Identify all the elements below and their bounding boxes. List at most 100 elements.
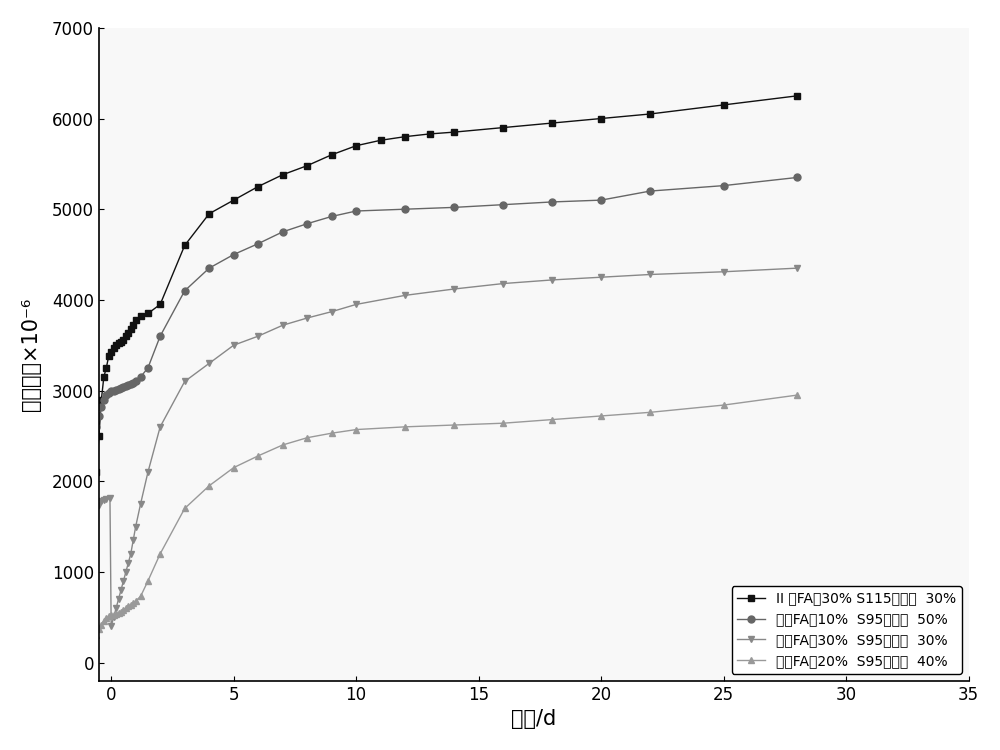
超细FA：30%  S95矿渣：  30% [135,500,147,508]
II 级FA：30% S115矿渣：  30% [125,325,137,334]
超细FA：20%  S95矿渣：  40% [546,415,558,424]
II 级FA：30% S115矿渣：  30% [117,335,129,344]
超细FA：10%  S95矿渣：  50% [277,227,289,236]
超细FA：20%  S95矿渣：  40% [142,577,154,586]
超细FA：10%  S95矿渣：  50% [350,206,362,215]
II 级FA：30% S115矿渣：  30% [113,339,125,348]
超细FA：10%  S95矿渣：  50% [117,382,129,392]
超细FA：10%  S95矿渣：  50% [108,386,120,395]
超细FA：10%  S95矿渣：  50% [105,387,117,396]
超细FA：20%  S95矿渣：  40% [98,616,110,626]
超细FA：20%  S95矿渣：  40% [350,425,362,434]
超细FA：10%  S95矿渣：  50% [120,382,132,391]
超细FA：30%  S95矿渣：  30% [98,496,110,505]
超细FA：10%  S95矿渣：  50% [135,373,147,382]
超细FA：30%  S95矿渣：  30% [326,308,338,316]
超细FA：30%  S95矿渣：  30% [90,506,102,515]
II 级FA：30% S115矿渣：  30% [277,170,289,179]
II 级FA：30% S115矿渣：  30% [93,431,105,440]
超细FA：30%  S95矿渣：  30% [448,284,460,293]
超细FA：20%  S95矿渣：  40% [301,433,313,442]
超细FA：30%  S95矿渣：  30% [718,267,730,276]
II 级FA：30% S115矿渣：  30% [350,141,362,150]
超细FA：30%  S95矿渣：  30% [122,558,134,567]
超细FA：30%  S95矿渣：  30% [497,279,509,288]
超细FA：20%  S95矿渣：  40% [718,400,730,410]
II 级FA：30% S115矿渣：  30% [791,92,803,100]
超细FA：20%  S95矿渣：  40% [203,482,215,490]
超细FA：20%  S95矿渣：  40% [115,608,127,616]
超细FA：20%  S95矿渣：  40% [154,549,166,558]
II 级FA：30% S115矿渣：  30% [142,309,154,318]
超细FA：10%  S95矿渣：  50% [228,250,240,259]
超细FA：30%  S95矿渣：  30% [108,613,120,622]
超细FA：10%  S95矿渣：  50% [95,403,107,412]
超细FA：20%  S95矿渣：  40% [277,440,289,449]
超细FA：10%  S95矿渣：  50% [497,200,509,209]
超细FA：20%  S95矿渣：  40% [120,604,132,613]
超细FA：30%  S95矿渣：  30% [88,513,100,522]
超细FA：10%  S95矿渣：  50% [154,332,166,340]
超细FA：10%  S95矿渣：  50% [142,364,154,373]
超细FA：20%  S95矿渣：  40% [497,419,509,428]
超细FA：10%  S95矿渣：  50% [113,384,125,393]
超细FA：20%  S95矿渣：  40% [448,421,460,430]
II 级FA：30% S115矿渣：  30% [88,490,100,500]
超细FA：30%  S95矿渣：  30% [203,358,215,368]
超细FA：20%  S95矿渣：  40% [135,592,147,601]
Legend: II 级FA：30% S115矿渣：  30%, 超细FA：10%  S95矿渣：  50%, 超细FA：30%  S95矿渣：  30%, 超细FA：20% : II 级FA：30% S115矿渣： 30%, 超细FA：10% S95矿渣： … [732,586,962,674]
II 级FA：30% S115矿渣：  30% [108,344,120,352]
超细FA：20%  S95矿渣：  40% [110,609,122,618]
超细FA：10%  S95矿渣：  50% [127,379,139,388]
超细FA：10%  S95矿渣：  50% [115,383,127,392]
超细FA：30%  S95矿渣：  30% [127,536,139,544]
超细FA：30%  S95矿渣：  30% [644,270,656,279]
超细FA：20%  S95矿渣：  40% [179,504,191,513]
超细FA：10%  S95矿渣：  50% [252,239,264,248]
超细FA：30%  S95矿渣：  30% [105,622,117,631]
超细FA：30%  S95矿渣：  30% [125,549,137,558]
II 级FA：30% S115矿渣：  30% [448,128,460,136]
超细FA：30%  S95矿渣：  30% [179,377,191,386]
II 级FA：30% S115矿渣：  30% [90,468,102,477]
II 级FA：30% S115矿渣：  30% [252,182,264,191]
II 级FA：30% S115矿渣：  30% [424,130,436,139]
超细FA：30%  S95矿渣：  30% [95,496,107,506]
超细FA：30%  S95矿渣：  30% [110,604,122,613]
超细FA：20%  S95矿渣：  40% [90,630,102,639]
II 级FA：30% S115矿渣：  30% [98,373,110,382]
超细FA：30%  S95矿渣：  30% [399,291,411,300]
II 级FA：30% S115矿渣：  30% [154,300,166,309]
超细FA：10%  S95矿渣：  50% [98,395,110,404]
超细FA：30%  S95矿渣：  30% [350,300,362,309]
II 级FA：30% S115矿渣：  30% [122,328,134,337]
II 级FA：30% S115矿渣：  30% [95,395,107,404]
超细FA：10%  S95矿渣：  50% [546,197,558,206]
II 级FA：30% S115矿渣：  30% [130,315,142,324]
超细FA：30%  S95矿渣：  30% [117,577,129,586]
超细FA：10%  S95矿渣：  50% [791,173,803,182]
超细FA：30%  S95矿渣：  30% [142,468,154,477]
超细FA：10%  S95矿渣：  50% [90,422,102,431]
超细FA：30%  S95矿渣：  30% [277,321,289,330]
超细FA：10%  S95矿渣：  50% [110,386,122,394]
超细FA：10%  S95矿渣：  50% [203,264,215,273]
II 级FA：30% S115矿渣：  30% [399,132,411,141]
II 级FA：30% S115矿渣：  30% [110,340,122,350]
超细FA：10%  S95矿渣：  50% [448,203,460,212]
超细FA：10%  S95矿渣：  50% [595,196,607,205]
超细FA：10%  S95矿渣：  50% [326,212,338,221]
超细FA：20%  S95矿渣：  40% [95,620,107,629]
超细FA：20%  S95矿渣：  40% [122,602,134,611]
超细FA：20%  S95矿渣：  40% [252,452,264,460]
超细FA：20%  S95矿渣：  40% [127,598,139,608]
超细FA：20%  S95矿渣：  40% [105,611,117,620]
Line: 超细FA：20%  S95矿渣：  40%: 超细FA：20% S95矿渣： 40% [91,392,801,644]
超细FA：20%  S95矿渣：  40% [130,596,142,605]
超细FA：20%  S95矿渣：  40% [100,614,112,622]
Y-axis label: 收缩值／×10⁻⁶: 收缩值／×10⁻⁶ [21,298,41,411]
超细FA：30%  S95矿渣：  30% [113,595,125,604]
超细FA：20%  S95矿渣：  40% [103,612,115,621]
超细FA：20%  S95矿渣：  40% [125,600,137,609]
II 级FA：30% S115矿渣：  30% [497,123,509,132]
